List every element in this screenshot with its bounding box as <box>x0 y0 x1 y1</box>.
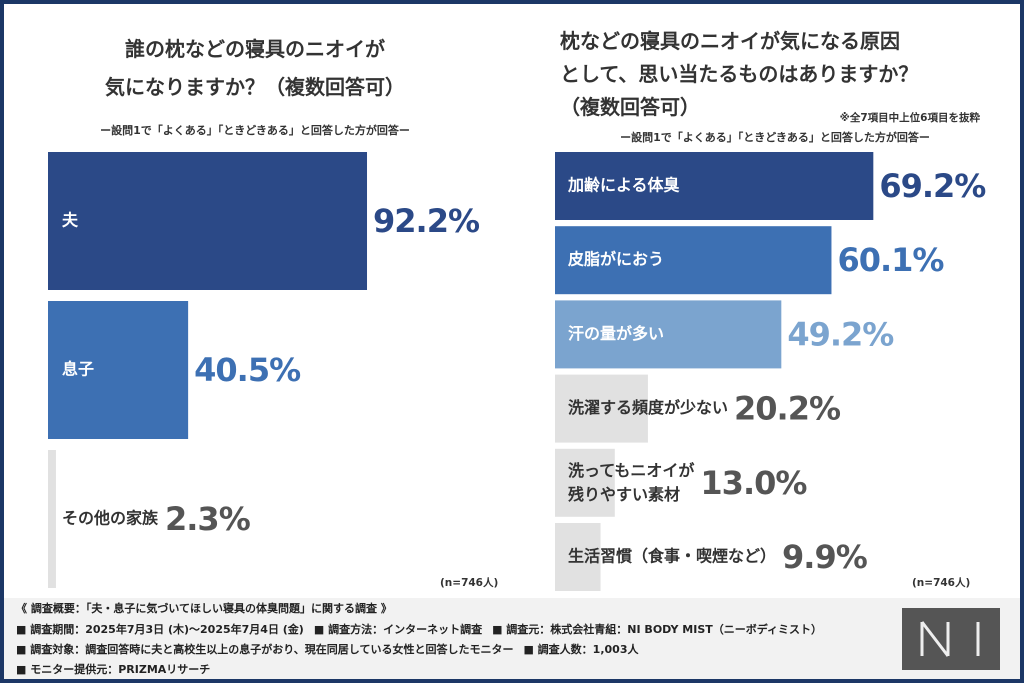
bar-label: 汗の量が多い <box>568 324 664 343</box>
value-label: 9.9% <box>782 538 868 576</box>
bar <box>555 226 832 295</box>
bar-label: 息子 <box>62 360 94 379</box>
logo-stroke <box>920 621 950 657</box>
footer-text: ■ 調査方法：インターネット調査 <box>314 622 482 636</box>
bar-label: その他の家族 <box>62 509 159 528</box>
chart-subtitle: ー設問1で「よくある」「ときどきある」と回答した方が回答ー <box>620 130 930 144</box>
chart-title: 誰の枕などの寝具のニオイが気になりますか？（複数回答可） <box>105 37 405 99</box>
logo <box>902 608 1000 670</box>
footer-text: ■ 調査対象：調査回答時に夫と高校生以上の息子がおり、現在同居している女性と回答… <box>16 642 513 656</box>
value-label: 20.2% <box>734 390 841 428</box>
note: ※全7項目中上位6項目を抜粋 <box>840 111 981 124</box>
bar <box>48 152 368 290</box>
footer-text: ■ 調査期間：2025年7月3日 (木)〜2025年7月4日 (金) <box>16 622 304 636</box>
value-label: 13.0% <box>700 464 807 502</box>
bar-label: 生活習慣（食事・喫煙など） <box>568 547 776 566</box>
value-label: 60.1% <box>837 241 944 279</box>
bar <box>555 152 874 220</box>
bar <box>48 301 189 439</box>
sample-size: (n=746人) <box>440 576 498 589</box>
sample-size: (n=746人) <box>912 576 970 589</box>
chart-subtitle: ー設問1で「よくある」「ときどきある」と回答した方が回答ー <box>100 123 410 137</box>
chart-title: 枕などの寝具のニオイが気になる原因として、思い当たるものはありますか？（複数回答… <box>560 29 918 119</box>
bar <box>555 523 601 591</box>
bar <box>555 448 615 517</box>
value-label: 49.2% <box>787 315 894 353</box>
footer-text: ■ 調査人数：1,003人 <box>523 642 639 656</box>
bar-label: 夫 <box>62 211 79 230</box>
bar-label: 洗濯する頻度が少ない <box>568 398 728 417</box>
footer-text: ■ 調査元：株式会社青組：NI BODY MIST（ニーボディミスト） <box>492 622 822 636</box>
bar-label: 加齢による体臭 <box>567 176 680 195</box>
value-label: 69.2% <box>879 167 986 205</box>
footer-text: 《 調査概要：「夫・息子に気づいてほしい寝具の体臭問題」に関する調査 》 <box>16 601 392 615</box>
bar-label: 皮脂がにおう <box>567 250 664 269</box>
bar <box>555 300 782 369</box>
bar-label: 洗ってもニオイが残りやすい素材 <box>568 460 694 503</box>
value-label: 40.5% <box>194 351 301 389</box>
value-label: 92.2% <box>373 202 480 240</box>
bar <box>48 450 56 588</box>
logo-box <box>902 608 1000 670</box>
footer-bg <box>0 598 1024 683</box>
bar <box>555 374 648 443</box>
value-label: 2.3% <box>165 500 251 538</box>
footer-text: ■ モニター提供元：PRIZMAリサーチ <box>16 662 210 676</box>
